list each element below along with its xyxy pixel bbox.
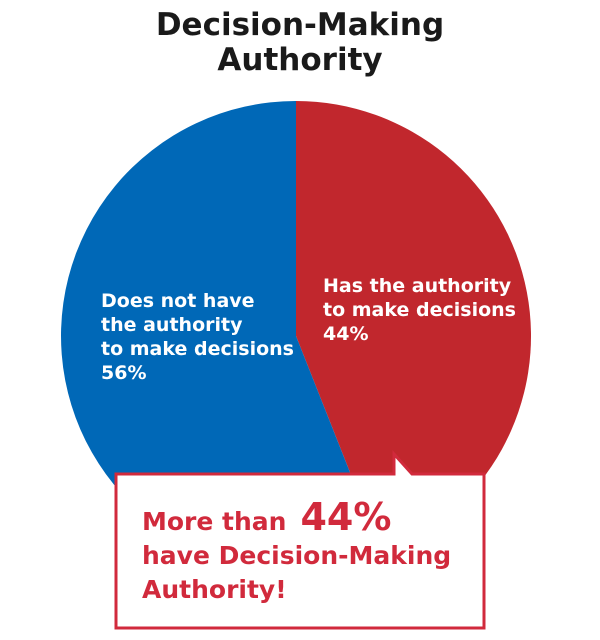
callout-line-2: have Decision-Making	[142, 541, 452, 570]
callout-prefix: More than	[142, 507, 287, 536]
slice-percent-has-authority: 44%	[323, 323, 369, 345]
slice-label-has-authority: Has the authority to make decisions 44%	[323, 274, 516, 346]
slice-label-no-line-1: Does not have	[101, 290, 255, 312]
callout-line-3: Authority!	[142, 575, 287, 604]
slice-label-yes-line-1: Has the authority	[323, 275, 512, 297]
callout-box	[114, 450, 486, 630]
chart-title-line-2: Authority	[217, 42, 383, 78]
slice-label-no-authority: Does not have the authority to make deci…	[101, 289, 294, 385]
slice-percent-no-authority: 56%	[101, 362, 147, 384]
slice-label-no-line-3: to make decisions	[101, 338, 294, 360]
callout-text: More than 44% have Decision-Making Author…	[142, 498, 452, 607]
slice-label-no-line-2: the authority	[101, 314, 243, 336]
pie-slice-has-authority	[296, 101, 532, 555]
chart-title: Decision-Making Authority	[0, 8, 600, 78]
callout-line-1: More than 44%	[142, 498, 451, 539]
slice-label-yes-line-2: to make decisions	[323, 299, 516, 321]
callout-highlight: 44%	[300, 495, 392, 539]
chart-title-line-1: Decision-Making	[155, 7, 445, 43]
pie-slice-no-authority	[61, 101, 383, 571]
